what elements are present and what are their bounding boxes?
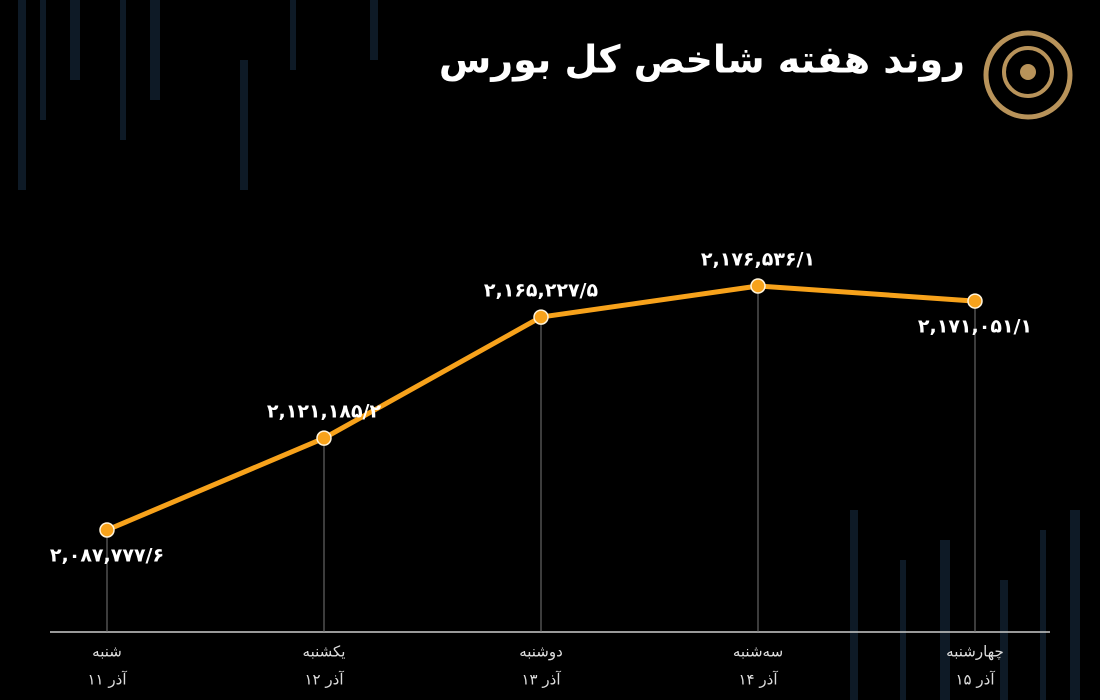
point — [316, 430, 332, 446]
value-label: ۲,۱۷۶,۵۳۶/۱ — [701, 249, 815, 271]
value-label: ۲,۰۸۷,۷۷۷/۶ — [50, 545, 164, 567]
chart-title: روند هفته شاخص کل بورس — [439, 38, 965, 83]
value-label: ۲,۱۶۵,۲۲۷/۵ — [484, 280, 599, 302]
x-tick-label: دوشنبه — [519, 643, 563, 661]
point — [750, 278, 766, 294]
x-tick-date: ۱۲ آذر — [305, 671, 345, 689]
x-tick-label: شنبه — [92, 643, 122, 661]
point — [533, 309, 549, 325]
x-tick-label: یکشنبه — [303, 643, 346, 661]
x-tick-date: ۱۱ آذر — [88, 671, 128, 689]
x-tick-date: ۱۴ آذر — [739, 671, 779, 689]
value-label: ۲,۱۲۱,۱۸۵/۲ — [267, 401, 382, 423]
value-label: ۲,۱۷۱,۰۵۱/۱ — [918, 316, 1032, 338]
x-tick-date: ۱۳ آذر — [522, 671, 562, 689]
point — [967, 293, 983, 309]
background-decoration — [18, 0, 1080, 700]
point — [99, 522, 115, 538]
logo — [983, 30, 1073, 120]
x-tick-label: سه‌شنبه — [733, 643, 783, 661]
x-tick-date: ۱۵ آذر — [956, 671, 996, 689]
x-tick-label: چهارشنبه — [946, 643, 1004, 661]
